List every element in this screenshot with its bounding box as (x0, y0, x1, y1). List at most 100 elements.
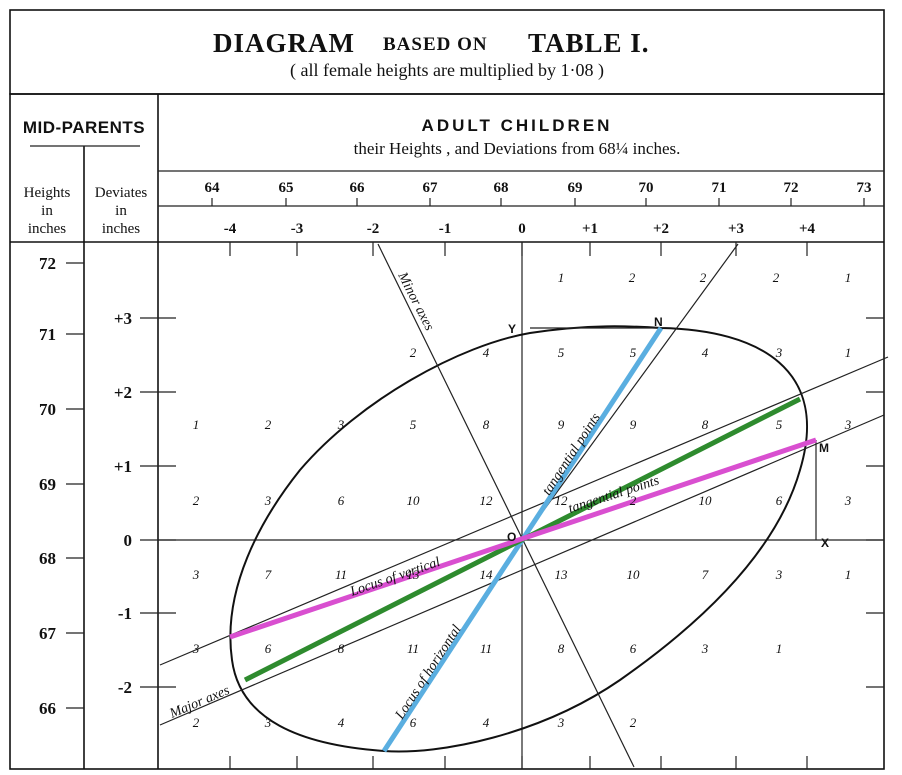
point-M-label: M (819, 441, 829, 455)
left-col2-line1: Deviates (95, 185, 148, 201)
cell-value: 3 (264, 493, 272, 508)
cell-value: 2 (629, 270, 636, 285)
y-deviate-tick-label: +2 (114, 383, 132, 402)
cell-value: 1 (845, 270, 852, 285)
y-height-tick-label: 69 (39, 475, 56, 494)
x-deviate-tick-label: 0 (518, 221, 526, 237)
cell-value: 10 (627, 567, 641, 582)
x-height-tick-label: 70 (639, 180, 654, 196)
title-word-based-on: BASED ON (383, 34, 488, 55)
cell-value: 1 (845, 345, 852, 360)
cell-value: 9 (630, 417, 637, 432)
x-deviate-tick-label: +1 (582, 221, 598, 237)
cell-value: 14 (480, 567, 494, 582)
title-word-diagram: DIAGRAM (213, 28, 355, 58)
left-col1-line1: Heights (24, 185, 71, 201)
y-deviate-tick-label: 0 (124, 531, 133, 550)
cell-value: 11 (407, 641, 419, 656)
cell-value: 6 (776, 493, 783, 508)
cell-values: 1 2 2 2 12 4 5 5 4 3 11 2 3 5 8 9 9 8 5 32 3 6 10 12 12 2 10 6 33 7 11… (192, 270, 852, 730)
cell-value: 3 (844, 493, 852, 508)
cell-value: 2 (630, 715, 637, 730)
x-height-tick-label: 72 (784, 180, 799, 196)
y-height-tick-label: 72 (39, 254, 56, 273)
frequency-ellipse (229, 325, 808, 753)
locus-vertical-label: Locus of vertical (347, 555, 442, 600)
cell-value: 1 (845, 567, 852, 582)
cell-value: 3 (337, 417, 345, 432)
horizontal-locus-extension (521, 243, 739, 541)
cell-value: 12 (480, 493, 494, 508)
cell-value: 5 (410, 417, 417, 432)
y-deviate-tick-label: +3 (114, 309, 132, 328)
point-N-label: N (654, 315, 663, 329)
cell-value: 4 (338, 715, 345, 730)
cell-value: 2 (630, 493, 637, 508)
x-height-tick-label: 67 (423, 180, 439, 196)
y-height-tick-label: 71 (39, 325, 56, 344)
cell-value: 3 (557, 715, 565, 730)
x-deviate-tick-label: -1 (439, 221, 452, 237)
cell-value: 10 (699, 493, 713, 508)
title-subtitle: ( all female heights are multiplied by 1… (290, 60, 604, 81)
y-deviate-tick-label: +1 (114, 457, 132, 476)
major-axes-label: Major axes (167, 683, 233, 722)
cell-value: 2 (265, 417, 272, 432)
x-deviate-tick-label: -2 (367, 221, 380, 237)
cell-value: 4 (702, 345, 709, 360)
cell-value: 2 (700, 270, 707, 285)
left-col2-line3: inches (102, 221, 140, 237)
cell-value: 1 (193, 417, 200, 432)
cell-value: 8 (702, 417, 709, 432)
vertical-locus-extension (159, 356, 889, 666)
tangential-points-label-1: tangential points (540, 410, 604, 498)
x-height-tick-label: 66 (350, 180, 366, 196)
x-axis-ticks: 64 65 66 67 68 69 70 71 72 73-4 -3 -2 -1 0 +1 +2 +3 +4 (205, 180, 872, 769)
cell-value: 5 (776, 417, 783, 432)
cell-value: 1 (776, 641, 783, 656)
point-O-label: O (507, 530, 516, 544)
adult-children-title: ADULT CHILDREN (422, 116, 613, 135)
cell-value: 11 (335, 567, 347, 582)
x-height-tick-label: 65 (279, 180, 294, 196)
cell-value: 3 (844, 417, 852, 432)
x-height-tick-label: 64 (205, 180, 221, 196)
x-height-tick-label: 73 (857, 180, 872, 196)
cell-value: 13 (407, 567, 421, 582)
title-word-table: TABLE I. (528, 28, 650, 58)
x-deviate-tick-label: +3 (728, 221, 744, 237)
y-height-tick-label: 67 (39, 624, 57, 643)
cell-value: 12 (555, 493, 569, 508)
cell-value: 8 (338, 641, 345, 656)
cell-value: 13 (555, 567, 569, 582)
x-height-tick-label: 68 (494, 180, 509, 196)
left-col2-line2: in (115, 203, 127, 219)
adult-children-subtitle: their Heights , and Deviations from 68¼ … (354, 139, 681, 158)
cell-value: 2 (193, 493, 200, 508)
cell-value: 3 (775, 345, 783, 360)
minor-axes-label: Minor axes (394, 269, 437, 334)
y-height-tick-label: 66 (39, 699, 56, 718)
left-col1-line2: in (41, 203, 53, 219)
x-deviate-tick-label: -4 (224, 221, 237, 237)
locus-vertical-line (229, 437, 817, 640)
y-deviate-tick-label: -2 (118, 678, 132, 697)
cell-value: 7 (702, 567, 709, 582)
cell-value: 5 (630, 345, 637, 360)
cell-value: 3 (775, 567, 783, 582)
y-deviate-tick-label: -1 (118, 604, 132, 623)
point-X-label: X (821, 536, 829, 550)
x-deviate-tick-label: +4 (799, 221, 816, 237)
x-deviate-tick-label: +2 (653, 221, 669, 237)
cell-value: 6 (265, 641, 272, 656)
cell-value: 10 (407, 493, 421, 508)
cell-value: 6 (338, 493, 345, 508)
cell-value: 2 (193, 715, 200, 730)
cell-value: 4 (483, 345, 490, 360)
cell-value: 11 (480, 641, 492, 656)
y-height-tick-label: 70 (39, 400, 56, 419)
major-axis-line (159, 414, 885, 726)
locus-horizontal-label: Locus of horizontal (392, 623, 464, 723)
